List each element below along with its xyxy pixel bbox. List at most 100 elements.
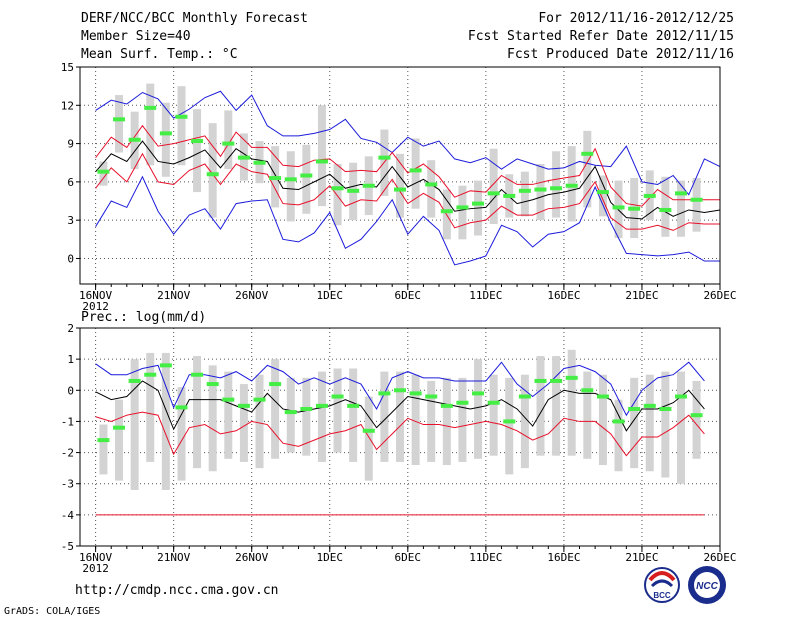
- ensemble-mean-marker: [487, 400, 500, 405]
- temperature-panel: 0 3 6 9 12 15 16NOV 21NOV 26NOV 1DEC 6DEC 11DEC 16DE…: [61, 61, 737, 313]
- ensemble-mean-marker: [269, 176, 282, 181]
- ensemble-mean-marker: [425, 394, 438, 399]
- ensemble-range-bar: [396, 153, 404, 218]
- ensemble-mean-marker: [550, 378, 563, 383]
- ensemble-range-bar: [661, 371, 670, 478]
- ensemble-range-bar: [115, 95, 124, 153]
- ensemble-range-bar: [177, 387, 186, 481]
- plot-frame: [79, 327, 721, 547]
- ensemble-range-bar: [552, 151, 561, 218]
- ensemble-range-bar: [224, 371, 233, 459]
- forecast-period: For 2012/11/16-2012/12/25: [538, 11, 734, 26]
- ensemble-range-bar: [536, 164, 545, 221]
- ensemble-mean-marker: [674, 394, 687, 399]
- plot-frame: [79, 66, 721, 285]
- x-tick-label: 26DEC: [703, 551, 736, 564]
- ensemble-range-bar: [255, 374, 264, 469]
- ensemble-range-bar: [146, 352, 155, 462]
- ensemble-mean-marker: [565, 375, 578, 380]
- ensemble-range-bar: [193, 356, 202, 469]
- x-tick-label: 16NOV: [79, 551, 112, 564]
- x-tick-label: 11DEC: [469, 289, 502, 302]
- fcst-produced-date: Fcst Produced Date 2012/11/16: [507, 47, 734, 62]
- ensemble-mean-marker: [596, 190, 609, 195]
- ensemble-range-bar: [317, 105, 326, 207]
- ensemble-range-bar: [239, 384, 248, 462]
- ensemble-range-bar: [333, 368, 342, 453]
- ensemble-mean-marker: [175, 405, 188, 410]
- grads-credit: GrADS: COLA/IGES: [4, 606, 101, 617]
- ensemble-mean-marker: [643, 193, 656, 198]
- y-tick-label: 1: [67, 353, 74, 366]
- y-tick-label: 0: [67, 252, 74, 265]
- x-tick-label: 21DEC: [625, 289, 658, 302]
- series-lower-line: [95, 152, 720, 231]
- x-tick-label: 26NOV: [235, 551, 268, 564]
- ensemble-range-bar: [427, 380, 436, 462]
- ensemble-mean-marker: [628, 406, 641, 411]
- ensemble-range-bar: [692, 178, 701, 232]
- x-tick-label: 26DEC: [703, 289, 736, 302]
- chart-title: DERF/NCC/BCC Monthly Forecast: [81, 11, 308, 26]
- ensemble-mean-marker: [628, 206, 641, 211]
- ensemble-range-bar: [458, 185, 467, 240]
- ensemble-range-bar: [208, 123, 217, 218]
- ensemble-range-bar: [427, 160, 436, 218]
- ensemble-mean-marker: [534, 187, 547, 192]
- ensemble-mean-marker: [113, 425, 126, 430]
- ensemble-mean-marker: [269, 382, 282, 387]
- member-size: Member Size=40: [81, 29, 191, 44]
- ensemble-mean-marker: [394, 388, 406, 393]
- x-tick-label: 21NOV: [157, 289, 190, 302]
- ensemble-range-bar: [208, 365, 217, 472]
- ensemble-range-bar: [349, 368, 358, 462]
- x-year-label: 2012: [82, 300, 109, 313]
- ensemble-mean-marker: [409, 391, 422, 396]
- ensemble-range-bar: [177, 86, 186, 166]
- y-tick-label: 6: [67, 176, 74, 189]
- ensemble-range-bar: [193, 109, 202, 193]
- ensemble-mean-marker: [253, 397, 266, 402]
- x-tick-label: 16NOV: [79, 289, 112, 302]
- footer-url[interactable]: http://cmdp.ncc.cma.gov.cn: [75, 583, 279, 598]
- ensemble-mean-marker: [128, 378, 141, 383]
- ensemble-mean-marker: [518, 188, 531, 193]
- ensemble-mean-marker: [159, 131, 172, 136]
- ensemble-range-bar: [286, 377, 295, 453]
- series-upper-line: [95, 124, 720, 207]
- ensemble-range-bar: [489, 374, 498, 456]
- y-tick-label: 2: [67, 322, 74, 335]
- ensemble-range-bar: [520, 171, 529, 217]
- ensemble-mean-marker: [253, 160, 266, 165]
- y-tick-label: 0: [67, 384, 74, 397]
- ensemble-mean-marker: [362, 428, 375, 433]
- ensemble-range-bar: [364, 396, 373, 481]
- ensemble-range-bar: [161, 102, 170, 177]
- ensemble-mean-marker: [643, 403, 656, 408]
- ensemble-mean-marker: [487, 191, 500, 196]
- ensemble-mean-marker: [315, 403, 328, 408]
- ensemble-range-bar: [302, 377, 311, 456]
- ncc-logo: NCC: [688, 566, 726, 604]
- ensemble-range-bar: [645, 374, 654, 472]
- ensemble-mean-marker: [659, 406, 672, 411]
- ensemble-range-bar: [411, 374, 420, 466]
- ensemble-range-bar: [161, 352, 170, 490]
- ensemble-range-bar: [614, 399, 623, 472]
- ensemble-mean-marker: [362, 183, 375, 188]
- fcst-started-date: Fcst Started Refer Date 2012/11/15: [467, 29, 734, 44]
- ensemble-mean-marker: [550, 186, 563, 191]
- ensemble-mean-marker: [206, 172, 219, 177]
- ensemble-range-bar: [130, 359, 139, 490]
- x-tick-label: 6DEC: [395, 551, 422, 564]
- y-tick-label: 12: [61, 99, 74, 112]
- ensemble-mean-marker: [97, 438, 110, 443]
- x-tick-label: 6DEC: [395, 289, 422, 302]
- bcc-logo: BCC: [644, 567, 680, 603]
- ensemble-range-bar: [115, 399, 124, 481]
- ensemble-mean-marker: [612, 205, 625, 210]
- ensemble-mean-marker: [175, 114, 188, 119]
- ensemble-mean-marker: [503, 419, 516, 424]
- ensemble-mean-marker: [425, 182, 438, 187]
- ensemble-range-bar: [474, 359, 483, 459]
